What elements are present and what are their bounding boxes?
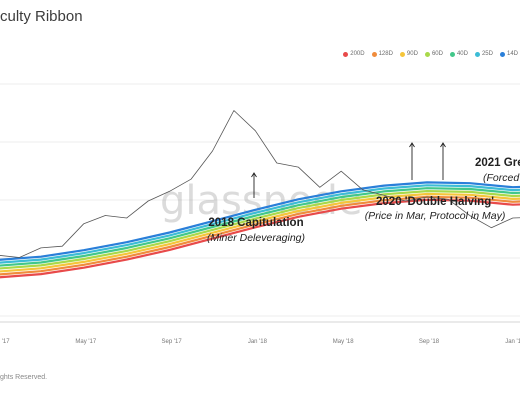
legend-item-40d[interactable]: 40D [449, 51, 468, 57]
x-tick-label: Jan '19 [505, 339, 520, 345]
ribbon-line-14d [0, 181, 520, 261]
price-line [0, 110, 520, 258]
legend-item-25d[interactable]: 25D [474, 51, 493, 57]
annotation-subtitle: (Price in Mar, Protocol in May) [365, 210, 506, 222]
chart-title: culty Ribbon [0, 8, 83, 25]
x-tick-label: May '17 [75, 339, 96, 345]
legend-item-128d[interactable]: 128D [371, 51, 393, 57]
ribbon-line-128d [0, 195, 520, 276]
legend-item-60d[interactable]: 60D [424, 51, 443, 57]
legend: 200D 128D 90D 60D 40D 25D 14D [343, 51, 518, 57]
legend-dot-icon [449, 51, 455, 57]
ribbon-line-40d [0, 187, 520, 267]
legend-dot-icon [399, 51, 405, 57]
legend-label: 200D [350, 51, 365, 57]
annotation-subtitle: (Forced [483, 172, 520, 184]
annotation-arrow-2020-mar-head [409, 142, 415, 148]
x-tick-label: May '18 [333, 339, 354, 345]
x-tick-label: Jan '17 [0, 339, 10, 345]
legend-label: 60D [431, 51, 443, 57]
copyright-footer: ghts Reserved. [0, 374, 48, 381]
x-tick-label: Sep '18 [419, 339, 440, 345]
legend-item-14d[interactable]: 14D [499, 51, 518, 57]
legend-label: 90D [406, 51, 418, 57]
ribbon-line-60d [0, 190, 520, 270]
legend-dot-icon [371, 51, 377, 57]
legend-label: 14D [506, 51, 518, 57]
legend-dot-icon [474, 51, 480, 57]
ribbon-line-90d [0, 192, 520, 273]
x-tick-label: Jan '18 [248, 339, 268, 345]
legend-item-200d[interactable]: 200D [343, 51, 365, 57]
annotation-title: 2021 Gre [475, 157, 520, 169]
legend-label: 40D [456, 51, 468, 57]
legend-dot-icon [424, 51, 430, 57]
ribbon-line-25d [0, 184, 520, 264]
legend-dot-icon [343, 51, 349, 57]
x-tick-label: Sep '17 [162, 339, 183, 345]
legend-label: 128D [378, 51, 393, 57]
ribbon-line-200d [0, 198, 520, 279]
annotation-subtitle: (Miner Deleveraging) [207, 232, 305, 244]
annotation-arrow-2020-may-head [440, 142, 446, 148]
legend-label: 25D [481, 51, 493, 57]
legend-item-90d[interactable]: 90D [399, 51, 418, 57]
annotation-title: 2020 'Double Halving' [376, 196, 494, 208]
annotation-title: 2018 Capitulation [208, 217, 303, 229]
annotation-arrow-2018-head [251, 172, 257, 178]
legend-dot-icon [499, 51, 505, 57]
